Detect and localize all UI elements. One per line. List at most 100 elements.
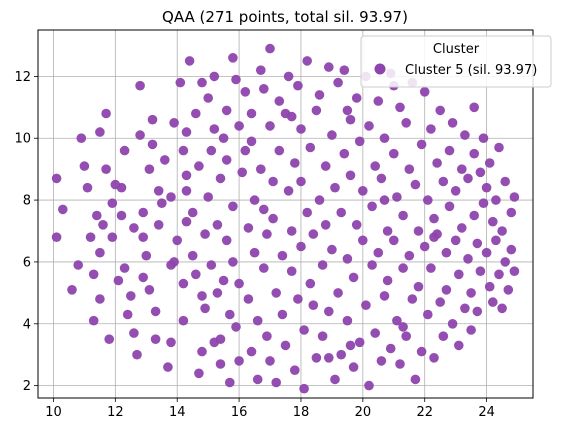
data-point: [395, 359, 405, 369]
data-point: [320, 161, 331, 171]
data-point: [426, 263, 436, 273]
data-point: [101, 164, 111, 174]
data-point: [401, 118, 412, 128]
data-point: [361, 300, 371, 311]
data-point: [88, 315, 99, 326]
data-point: [169, 257, 179, 267]
data-point: [382, 275, 393, 286]
data-point: [333, 77, 343, 88]
data-point: [469, 148, 480, 159]
data-point: [153, 186, 164, 196]
data-point: [488, 216, 498, 227]
data-point: [314, 195, 325, 205]
data-point: [342, 105, 353, 116]
data-point: [320, 220, 331, 230]
data-point: [228, 257, 238, 267]
data-point: [157, 198, 167, 208]
data-point: [327, 244, 337, 255]
data-point: [497, 226, 507, 236]
data-point: [203, 93, 213, 103]
data-point: [398, 263, 408, 273]
data-point: [243, 223, 254, 233]
data-point: [166, 192, 176, 202]
data-point: [240, 145, 251, 156]
data-point: [116, 210, 127, 221]
data-point: [503, 285, 514, 295]
data-point: [358, 186, 368, 196]
data-point: [469, 210, 480, 221]
x-tick-label: 16: [231, 405, 248, 420]
data-point: [314, 90, 325, 100]
data-point: [345, 114, 356, 125]
y-axis: 2 4 6 8 10 12: [14, 70, 38, 394]
data-point: [197, 77, 207, 88]
data-point: [277, 250, 288, 261]
data-point: [184, 56, 195, 66]
data-point: [475, 266, 486, 277]
data-point: [494, 142, 504, 153]
data-point: [413, 281, 424, 292]
data-point: [246, 346, 257, 357]
data-point: [367, 201, 377, 212]
data-point: [339, 148, 350, 159]
data-point: [342, 253, 353, 264]
data-point: [364, 380, 374, 391]
data-point: [472, 238, 483, 249]
data-point: [231, 322, 241, 332]
data-point: [141, 250, 152, 261]
data-point: [293, 80, 303, 91]
data-point: [262, 229, 272, 239]
data-point: [311, 105, 322, 116]
data-point: [169, 118, 179, 128]
data-point: [286, 266, 297, 277]
data-point: [392, 315, 402, 326]
data-point: [218, 133, 229, 143]
y-tick-label: 12: [14, 70, 31, 85]
data-point: [500, 257, 511, 267]
data-point: [354, 136, 365, 147]
data-point: [330, 182, 340, 193]
data-point: [212, 220, 223, 230]
data-point: [454, 269, 464, 280]
data-point: [259, 84, 269, 94]
data-point: [160, 155, 170, 165]
data-point: [122, 309, 133, 320]
data-point: [302, 56, 313, 66]
data-point: [416, 139, 427, 150]
data-point: [265, 121, 275, 131]
data-point: [259, 263, 269, 273]
legend: Cluster Cluster 5 (sil. 93.97): [360, 35, 552, 88]
data-point: [268, 213, 278, 224]
data-point: [113, 275, 124, 286]
data-point: [472, 306, 483, 317]
data-point: [67, 285, 77, 295]
data-point: [215, 173, 226, 184]
data-point: [265, 43, 275, 54]
data-point: [500, 176, 511, 187]
data-point: [268, 176, 278, 187]
data-point: [98, 220, 108, 230]
data-point: [484, 281, 495, 292]
data-point: [463, 173, 473, 184]
data-point: [484, 158, 495, 168]
data-point: [119, 145, 130, 156]
data-point: [413, 226, 424, 236]
data-point: [416, 346, 427, 357]
legend-box: [360, 35, 552, 88]
legend-entry-label: Cluster 5 (sil. 93.97): [405, 63, 537, 78]
data-point: [228, 201, 238, 212]
data-point: [147, 114, 158, 125]
data-point: [252, 374, 263, 385]
data-point: [491, 195, 501, 205]
data-point: [126, 291, 136, 301]
x-tick-label: 14: [169, 405, 186, 420]
data-point: [163, 362, 173, 372]
data-point: [129, 223, 139, 233]
data-point: [506, 207, 517, 218]
data-point: [324, 306, 334, 317]
data-point: [129, 328, 139, 338]
data-point: [435, 297, 446, 307]
legend-marker: [374, 63, 386, 75]
data-point: [197, 291, 207, 301]
data-point: [191, 269, 201, 280]
